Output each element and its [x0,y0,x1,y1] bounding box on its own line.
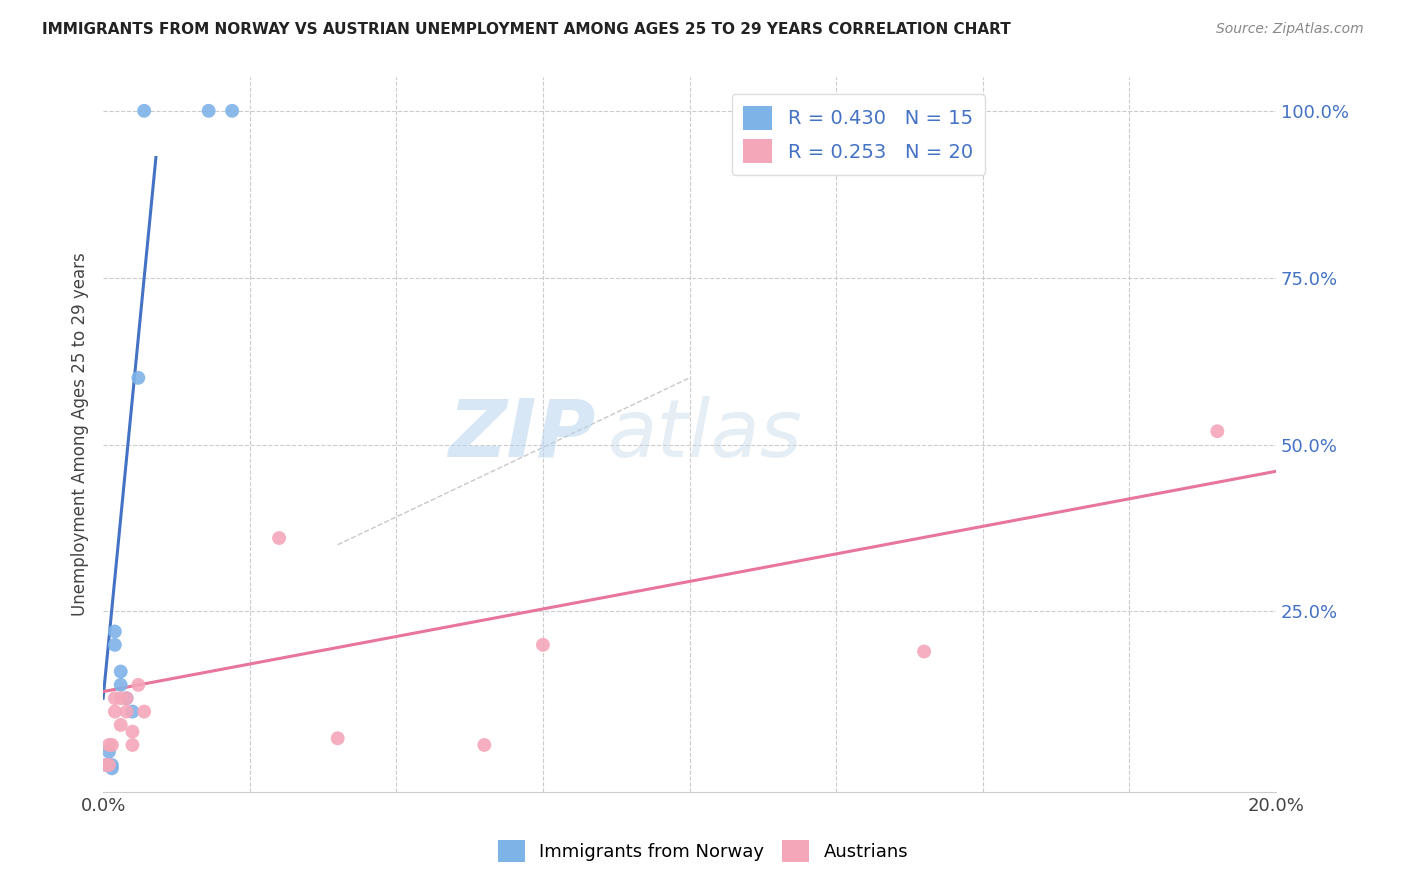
Legend: Immigrants from Norway, Austrians: Immigrants from Norway, Austrians [491,833,915,870]
Point [121,738,143,752]
Point [115,691,138,706]
Point [98,758,121,772]
Point [110,665,132,679]
Point [98,738,121,752]
Point [127,678,149,692]
Point [121,705,143,719]
Point [101,738,124,752]
Point [115,705,138,719]
Point [101,758,124,772]
Point [104,691,127,706]
Point [94,758,117,772]
Point [121,724,143,739]
Point [1206,424,1229,438]
Text: IMMIGRANTS FROM NORWAY VS AUSTRIAN UNEMPLOYMENT AMONG AGES 25 TO 29 YEARS CORREL: IMMIGRANTS FROM NORWAY VS AUSTRIAN UNEMP… [42,22,1011,37]
Point [134,705,156,719]
Point [98,745,121,759]
Point [531,638,554,652]
Point [104,705,127,719]
Point [326,731,349,746]
Point [104,638,127,652]
Point [98,758,121,772]
Y-axis label: Unemployment Among Ages 25 to 29 years: Unemployment Among Ages 25 to 29 years [72,252,89,616]
Point [110,691,132,706]
Point [110,678,132,692]
Text: ZIP: ZIP [449,395,596,474]
Point [267,531,290,545]
Point [101,761,124,775]
Point [115,691,138,706]
Point [104,624,127,639]
Point [110,718,132,732]
Text: Source: ZipAtlas.com: Source: ZipAtlas.com [1216,22,1364,37]
Point [127,371,149,385]
Point [134,103,156,118]
Point [472,738,495,752]
Point [912,644,935,658]
Point [94,758,117,772]
Text: atlas: atlas [607,395,803,474]
Point [221,103,243,118]
Legend: R = 0.430   N = 15, R = 0.253   N = 20: R = 0.430 N = 15, R = 0.253 N = 20 [731,95,984,175]
Point [197,103,219,118]
